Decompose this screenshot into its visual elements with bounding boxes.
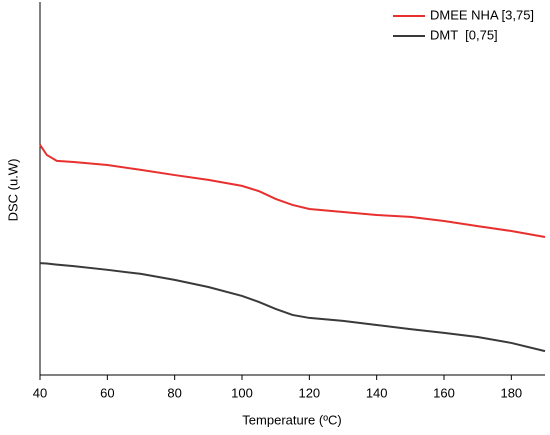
x-axis-title: Temperature (ºC) [242,412,341,427]
x-tick-label: 180 [500,385,522,400]
x-tick-label: 80 [167,385,181,400]
legend-label: DMT [0,75] [430,27,498,42]
x-tick-label: 120 [298,385,320,400]
y-axis-title: DSC (u.W) [5,159,20,222]
x-tick-label: 100 [231,385,253,400]
x-tick-label: 40 [33,385,47,400]
x-tick-label: 160 [433,385,455,400]
legend-label: DMEE NHA [3,75] [430,7,534,22]
data-line [39,144,546,238]
data-line [39,262,546,353]
x-tick-label: 140 [366,385,388,400]
x-tick-label: 60 [100,385,114,400]
